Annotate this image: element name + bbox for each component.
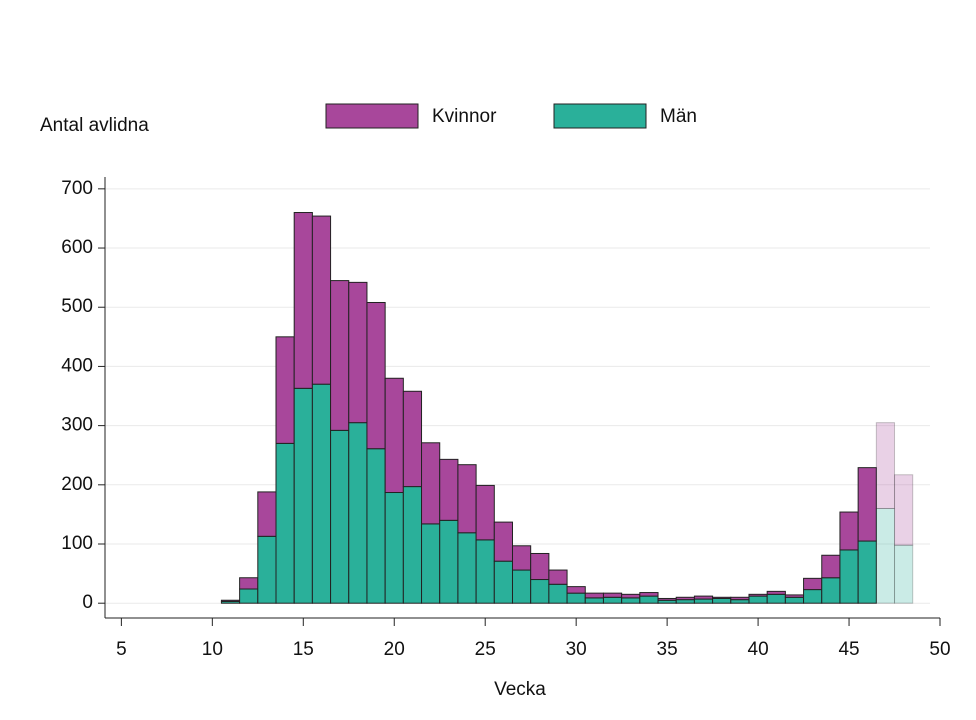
x-tick-label: 20: [384, 639, 405, 660]
bar: [784, 596, 805, 604]
bar: [384, 377, 404, 494]
bar: [803, 577, 823, 591]
bar: [439, 458, 459, 521]
bar: [621, 593, 641, 599]
bar: [348, 422, 368, 604]
bar: [275, 442, 295, 604]
bar: [602, 592, 623, 598]
bar: [839, 549, 859, 604]
bar: [693, 598, 714, 604]
bar: [257, 535, 277, 604]
bar: [275, 336, 295, 444]
bar: [730, 596, 750, 601]
bar: [366, 301, 386, 450]
bar: [584, 592, 604, 599]
bar: [511, 545, 532, 571]
y-tick-label: 600: [61, 237, 93, 258]
bar: [311, 215, 332, 385]
bar: [239, 577, 259, 590]
bar: [530, 552, 550, 581]
bar: [766, 593, 786, 604]
bar: [457, 532, 477, 604]
bar: [330, 429, 350, 604]
bar: [566, 592, 586, 604]
bar: [439, 519, 459, 604]
x-tick-label: 15: [293, 639, 314, 660]
bar: [384, 492, 404, 604]
bar: [402, 486, 423, 604]
bar: [821, 554, 841, 579]
bar: [511, 569, 532, 604]
bar: [894, 474, 914, 546]
bar: [293, 212, 313, 389]
bar: [639, 595, 659, 604]
bar: [330, 280, 350, 431]
bar: [730, 599, 750, 604]
bar: [311, 383, 332, 604]
bar: [766, 590, 786, 595]
bar: [366, 448, 386, 604]
x-tick-label: 30: [566, 639, 587, 660]
bar: [839, 511, 859, 551]
y-tick-label: 700: [61, 178, 93, 199]
bar: [293, 387, 313, 604]
bar: [421, 523, 441, 604]
bar: [530, 579, 550, 604]
bar: [875, 507, 896, 604]
bar: [639, 592, 659, 597]
bar: [693, 595, 714, 600]
bar: [803, 589, 823, 604]
x-tick-label: 25: [475, 639, 496, 660]
x-tick-label: 50: [929, 639, 950, 660]
bar: [548, 569, 568, 585]
bar: [657, 597, 677, 601]
x-tick-label: 45: [838, 639, 859, 660]
bar: [220, 599, 241, 602]
x-tick-label: 35: [657, 639, 678, 660]
y-tick-label: 300: [61, 415, 93, 436]
bar: [475, 484, 495, 541]
bar: [675, 596, 695, 601]
bar: [748, 593, 768, 597]
y-tick-label: 100: [61, 533, 93, 554]
bar: [712, 597, 732, 604]
bar: [548, 583, 568, 604]
bar: [239, 588, 259, 604]
y-tick-label: 0: [82, 592, 93, 613]
bar: [784, 594, 805, 598]
x-axis-label: Vecka: [494, 679, 546, 700]
bar: [602, 596, 623, 604]
legend-label: Kvinnor: [432, 106, 497, 127]
bar: [857, 540, 877, 604]
bar: [894, 544, 914, 604]
bar: [475, 539, 495, 604]
bar: [821, 577, 841, 604]
bar: [348, 281, 368, 424]
bar: [402, 390, 423, 488]
legend-label: Män: [660, 106, 697, 127]
y-axis-label: Antal avlidna: [40, 115, 149, 136]
legend-swatch: [325, 103, 419, 129]
bar: [875, 422, 896, 509]
bar: [857, 467, 877, 542]
x-tick-label: 10: [202, 639, 223, 660]
y-tick-label: 500: [61, 296, 93, 317]
bar: [457, 464, 477, 534]
bar: [748, 595, 768, 604]
y-tick-label: 400: [61, 355, 93, 376]
bar: [493, 560, 513, 604]
bar: [712, 596, 732, 599]
legend-swatch: [553, 103, 647, 129]
x-tick-label: 40: [748, 639, 769, 660]
bar: [257, 491, 277, 537]
bar: [584, 597, 604, 604]
bar: [421, 442, 441, 525]
x-tick-label: 5: [116, 639, 127, 660]
y-tick-label: 200: [61, 474, 93, 495]
bar: [675, 599, 695, 604]
bar: [493, 521, 513, 562]
bar: [566, 586, 586, 594]
bar: [621, 597, 641, 604]
